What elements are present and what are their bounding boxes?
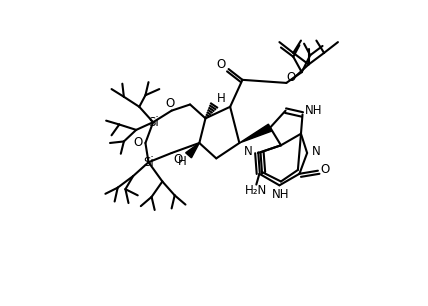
Text: NH: NH <box>272 188 290 201</box>
Text: Si: Si <box>143 156 154 169</box>
Text: H₂N: H₂N <box>245 184 268 197</box>
Text: N: N <box>312 145 321 158</box>
Text: H: H <box>178 155 187 168</box>
Text: O: O <box>173 153 182 166</box>
Text: H: H <box>217 92 225 105</box>
Text: O: O <box>166 97 175 110</box>
Text: N: N <box>244 145 253 158</box>
Text: O: O <box>134 136 143 149</box>
Text: Si: Si <box>148 116 158 129</box>
Text: O: O <box>216 58 226 71</box>
Text: O: O <box>320 163 330 176</box>
Text: NH: NH <box>305 104 322 117</box>
Polygon shape <box>239 124 272 143</box>
Polygon shape <box>186 143 199 158</box>
Text: O: O <box>286 71 296 84</box>
